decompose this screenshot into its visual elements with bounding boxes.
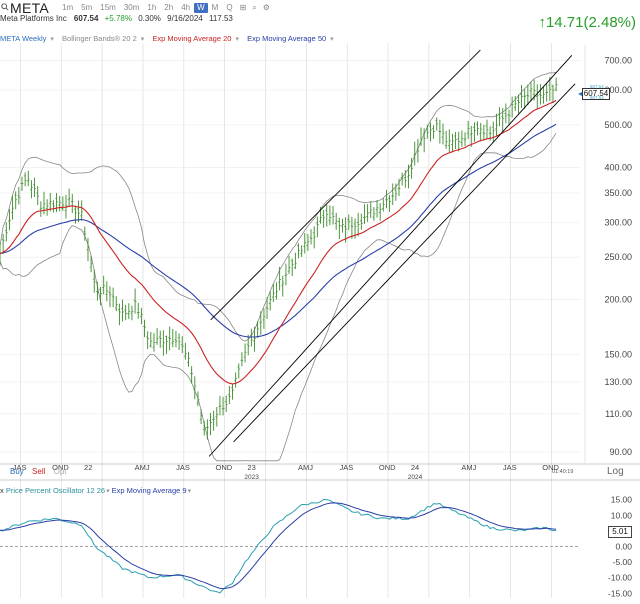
settings-icon[interactable]: ⚙	[262, 3, 270, 12]
price-tick-label: 90.00	[609, 447, 632, 457]
time-tick-label: OND	[542, 463, 559, 472]
trendline-lower	[233, 83, 576, 443]
time-tick-label: OND	[52, 463, 69, 472]
trendline-resistance	[210, 49, 481, 321]
options-button[interactable]: Opt	[53, 467, 67, 476]
chevron-down-icon: ▾	[140, 36, 145, 43]
ppo-line	[0, 498, 557, 594]
legend-bollinger-bands[interactable]: Bollinger Bands® 20 2 ▾	[62, 34, 145, 43]
time-tick-label: JAS	[339, 463, 353, 472]
time-tick-label: JAS	[176, 463, 190, 472]
zoom-icon[interactable]: ⌕	[252, 3, 257, 12]
chevron-down-icon: ▾	[235, 36, 239, 43]
chevron-down-icon: ▾	[187, 488, 192, 495]
period-2h[interactable]: 2h	[164, 3, 174, 12]
price-tick-label: 130.00	[604, 377, 632, 387]
time-tick-label: JAS	[503, 463, 517, 472]
legend-ppo[interactable]: Price Percent Oscillator 12 26▾	[5, 486, 110, 495]
oscillator-legend: x Price Percent Oscillator 12 26▾ Exp Mo…	[0, 486, 191, 495]
period-selector: 1m 5m 15m 30m 1h 2h 4h W M Q ⊞ ⌕ ⚙	[58, 3, 273, 13]
oscillator-tick-label: -5.00	[613, 557, 633, 567]
company-name: Meta Platforms Inc	[0, 14, 67, 23]
period-w[interactable]: W	[194, 3, 208, 13]
symbol-input[interactable]: META	[10, 0, 50, 16]
bollinger-lower-line	[0, 132, 557, 462]
time-tick-label: OND	[379, 463, 396, 472]
ema-20-line	[0, 99, 557, 385]
volume-value: 117.53	[208, 14, 233, 23]
clock-timestamp: 01:40:19	[552, 469, 574, 475]
price-tick-label: 250.00	[604, 252, 632, 262]
price-tick-label: 400.00	[604, 162, 632, 172]
period-30m[interactable]: 30m	[123, 3, 140, 12]
search-icon[interactable]	[1, 3, 9, 11]
current-price-tag: 607.54	[582, 88, 610, 100]
price-tick-label: 600.00	[604, 85, 632, 95]
time-tick-label: AMJ	[461, 463, 476, 472]
chevron-down-icon: ▾	[50, 36, 54, 43]
legend-ema-20[interactable]: Exp Moving Average 20 ▾	[152, 34, 239, 43]
oscillator-tick-label: 15.00	[611, 495, 633, 505]
quote-date: 9/16/2024	[167, 14, 203, 23]
oscillator-tick-label: 10.00	[611, 510, 633, 520]
period-1m[interactable]: 1m	[62, 3, 74, 12]
period-4h[interactable]: 4h	[181, 3, 191, 12]
price-tick-label: 110.00	[605, 409, 632, 419]
last-price: 607.54	[73, 14, 99, 23]
bollinger-upper-line	[0, 71, 557, 342]
oscillator-tick-label: 0.00	[615, 542, 632, 552]
price-tick-label: 150.00	[604, 350, 632, 360]
percent-value: 0.30%	[138, 14, 161, 23]
price-tick-label: 500.00	[604, 120, 632, 130]
change-value: +5.78%	[104, 14, 132, 23]
period-m[interactable]: M	[211, 3, 219, 12]
layout-icon[interactable]: ⊞	[239, 3, 247, 12]
price-legend: META Weekly ▾ Bollinger Bands® 20 2 ▾ Exp …	[0, 34, 340, 43]
time-tick-label: 23	[247, 463, 255, 472]
ema-50-line	[0, 123, 557, 338]
top-toolbar: META 1m 5m 15m 30m 1h 2h 4h W M Q ⊞ ⌕ ⚙ Meta Platfor…	[0, 0, 640, 32]
price-tick-label: 700.00	[604, 56, 632, 66]
year-label: 2024	[408, 474, 423, 481]
period-5m[interactable]: 5m	[81, 3, 93, 12]
oscillator-value-tag: 5.01	[608, 526, 632, 538]
sell-button[interactable]: Sell	[32, 467, 46, 476]
legend-ema-9[interactable]: Exp Moving Average 9▾	[111, 486, 192, 495]
time-tick-label: AMJ	[135, 463, 150, 472]
oscillator-tick-label: -15.00	[608, 588, 632, 598]
quote-info-line: Meta Platforms Inc 607.54 +5.78% 0.30% 9…	[0, 14, 233, 23]
trendline-support	[208, 55, 573, 457]
time-tick-label: AMJ	[298, 463, 313, 472]
period-15m[interactable]: 15m	[100, 3, 116, 12]
big-change-readout: ↑14.71(2.48%)	[538, 14, 636, 31]
oscillator-tick-label: -10.00	[608, 573, 632, 583]
bb-upper-mini-tag: 607.54	[590, 84, 604, 89]
log-scale-toggle[interactable]: Log	[607, 466, 624, 477]
time-tick-label: 22	[84, 463, 92, 472]
ppo-signal-line	[0, 502, 557, 590]
time-tick-label: OND	[215, 463, 232, 472]
legend-meta-weekly[interactable]: META Weekly ▾	[0, 34, 54, 43]
trade-buttons: Buy Sell Opt	[10, 467, 73, 476]
ema-mini-tag: 607.54	[590, 95, 604, 100]
year-label: 2023	[244, 474, 259, 481]
price-tick-label: 300.00	[604, 217, 632, 227]
time-tick-label: JAS	[13, 463, 27, 472]
price-tick-label: 200.00	[604, 295, 632, 305]
time-tick-label: 24	[411, 463, 419, 472]
oscillator-close-icon[interactable]: x	[0, 486, 4, 495]
period-q[interactable]: Q	[226, 3, 233, 12]
buy-button[interactable]: Buy	[10, 467, 24, 476]
chevron-down-icon: ▾	[330, 36, 334, 43]
chevron-down-icon: ▾	[106, 488, 110, 495]
price-tick-label: 350.00	[604, 188, 632, 198]
period-1h[interactable]: 1h	[147, 3, 157, 12]
legend-ema-50[interactable]: Exp Moving Average 50 ▾	[247, 34, 334, 43]
